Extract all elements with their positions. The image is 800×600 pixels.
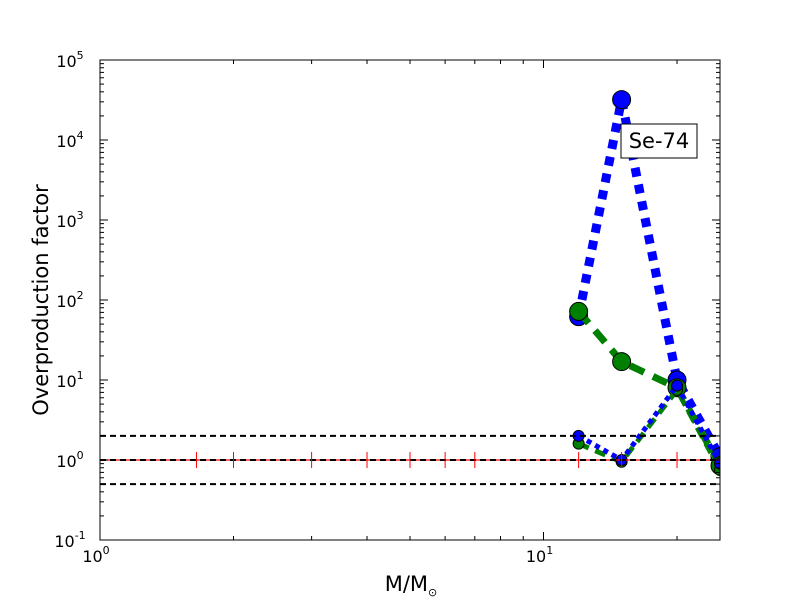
series-2-line (577, 385, 720, 472)
y-tick-label-4: 103 (56, 209, 83, 231)
x-axis-label: M/M⊙ (385, 572, 438, 599)
x-tick-label-1: 101 (526, 544, 553, 566)
y-tick-label-1: 100 (56, 449, 83, 471)
series-0-point-1 (612, 90, 632, 110)
y-tick-label-6: 105 (56, 49, 83, 71)
series-0-line (574, 98, 720, 459)
y-tick-label-5: 104 (56, 129, 83, 151)
y-tick-label-3: 102 (56, 289, 83, 311)
annotation-box: Se-74 (620, 123, 698, 159)
series-1 (569, 301, 720, 476)
y-tick-label-2: 101 (56, 369, 83, 391)
series-1-point-0 (569, 301, 589, 321)
y-axis-label: Overproduction factor (29, 184, 53, 416)
series-1-point-1 (612, 352, 632, 372)
series-1-line (575, 309, 720, 468)
y-tick-label-0: 10-1 (54, 529, 85, 551)
reference-lines (100, 434, 721, 486)
series-3-line (577, 380, 720, 465)
series-3-point-2 (671, 379, 684, 392)
plot-area (99, 59, 721, 541)
annotation-frame (620, 123, 698, 159)
x-tick-label-0: 100 (82, 544, 109, 566)
annotation-label: Se-74 (629, 129, 690, 153)
